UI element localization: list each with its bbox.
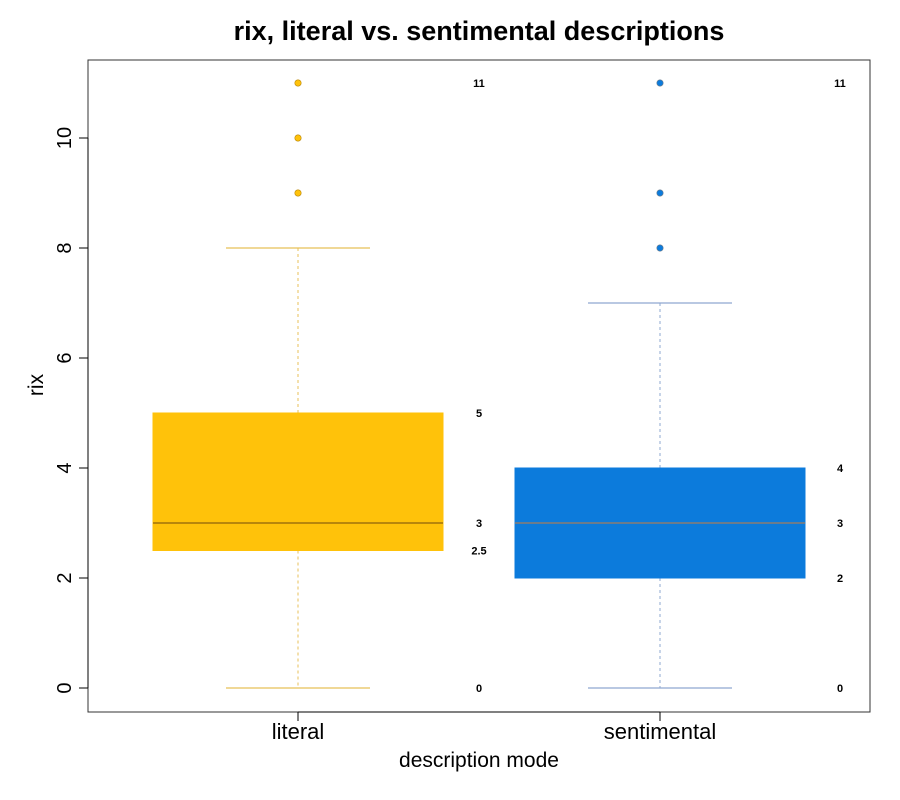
literal-outlier-11 — [294, 79, 302, 87]
y-tick-label-2: 2 — [54, 572, 76, 583]
literal-outlier-10 — [294, 134, 302, 142]
x-axis-title: description mode — [399, 749, 559, 772]
chart-title: rix, literal vs. sentimental description… — [234, 16, 725, 46]
y-axis-title: rix — [25, 373, 48, 396]
sentimental-stat-label-4: 0 — [837, 683, 843, 695]
sentimental-stat-label-3: 2 — [837, 573, 843, 585]
sentimental-stat-label-2: 3 — [837, 518, 843, 530]
plot-frame — [87, 59, 871, 713]
sentimental-stat-label-0: 11 — [834, 78, 846, 90]
x-tick-label-sentimental: sentimental — [604, 719, 717, 744]
sentimental-outlier-9 — [656, 189, 664, 197]
literal-stat-label-1: 5 — [476, 408, 482, 420]
literal-box — [152, 412, 444, 551]
literal-outlier-9 — [294, 189, 302, 197]
y-tick-label-6: 6 — [54, 352, 76, 363]
literal-stat-label-2: 3 — [476, 518, 482, 530]
literal-stat-label-4: 0 — [476, 683, 482, 695]
literal-stat-label-0: 11 — [473, 78, 485, 90]
y-tick-label-4: 4 — [54, 462, 76, 473]
sentimental-stat-label-1: 4 — [837, 463, 844, 475]
sentimental-outlier-8 — [656, 244, 664, 252]
literal-stat-label-3: 2.5 — [471, 546, 486, 558]
plot-area: 0 2 4 6 8 10 literal sentimental 11 5 3 2.5 0 11 4 3 2 0 — [54, 78, 846, 744]
y-tick-label-8: 8 — [54, 242, 76, 253]
x-tick-label-literal: literal — [272, 719, 325, 744]
y-tick-label-0: 0 — [54, 682, 76, 693]
y-tick-label-10: 10 — [54, 127, 76, 149]
sentimental-outlier-11 — [656, 79, 664, 87]
